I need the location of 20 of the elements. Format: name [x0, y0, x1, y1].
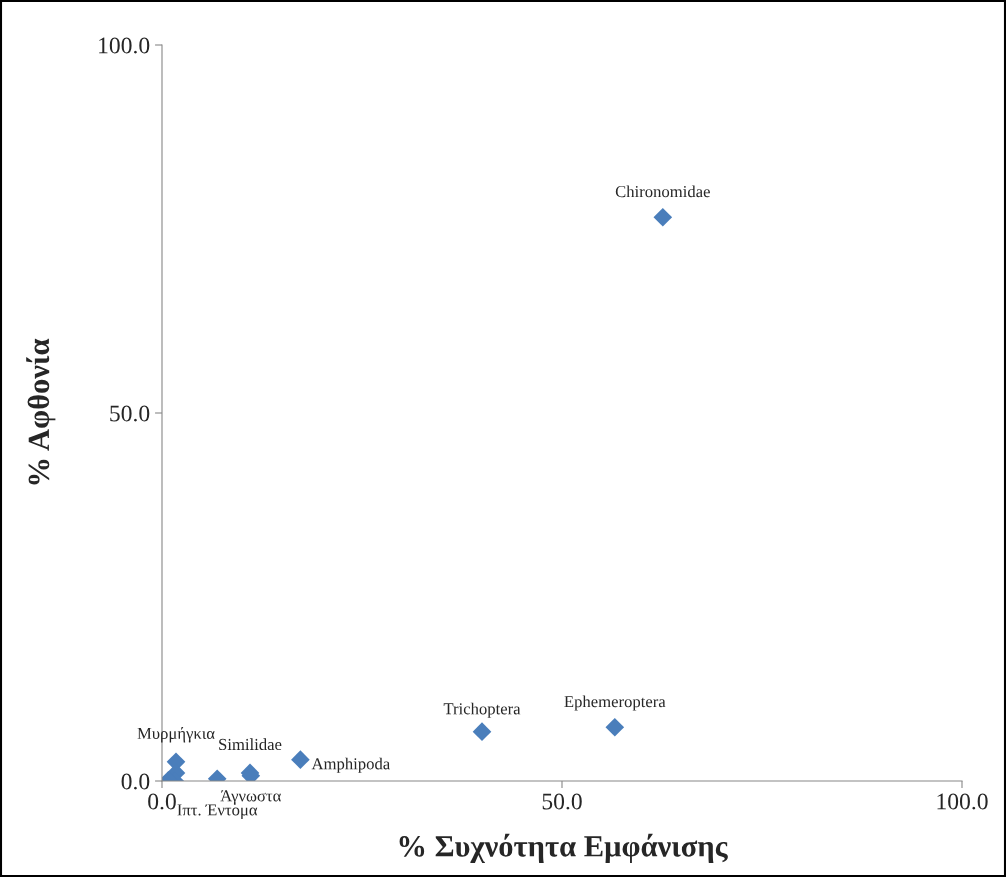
annotation: Μυρμήγκια	[137, 727, 215, 743]
point	[605, 717, 625, 737]
x-axis-title: % Συχνότητα Εμφάνισης	[399, 833, 728, 863]
x-tick-label: 50.0	[542, 793, 582, 810]
y-tick-label: 0.0	[121, 773, 150, 790]
y-tick-label: 50.0	[110, 405, 150, 422]
point	[291, 750, 310, 769]
x-tick-label: 0.0	[148, 793, 176, 810]
point	[472, 722, 492, 741]
x-tick-label: 100.0	[937, 793, 988, 810]
annotation: Amphipoda	[311, 757, 390, 773]
annotation: Ιπτ. Έντομα	[177, 804, 258, 819]
annotation: Similidae	[219, 738, 282, 751]
annotation: Ephemeroptera	[564, 695, 666, 711]
y-tick-label: 100.0	[99, 37, 150, 54]
annotation: Άγνωστα	[220, 790, 282, 805]
annotation: Chironomidae	[615, 185, 710, 198]
y-axis-title: % Αφθονία	[26, 338, 56, 485]
annotation: Trichoptera	[443, 702, 521, 718]
point	[653, 207, 673, 227]
